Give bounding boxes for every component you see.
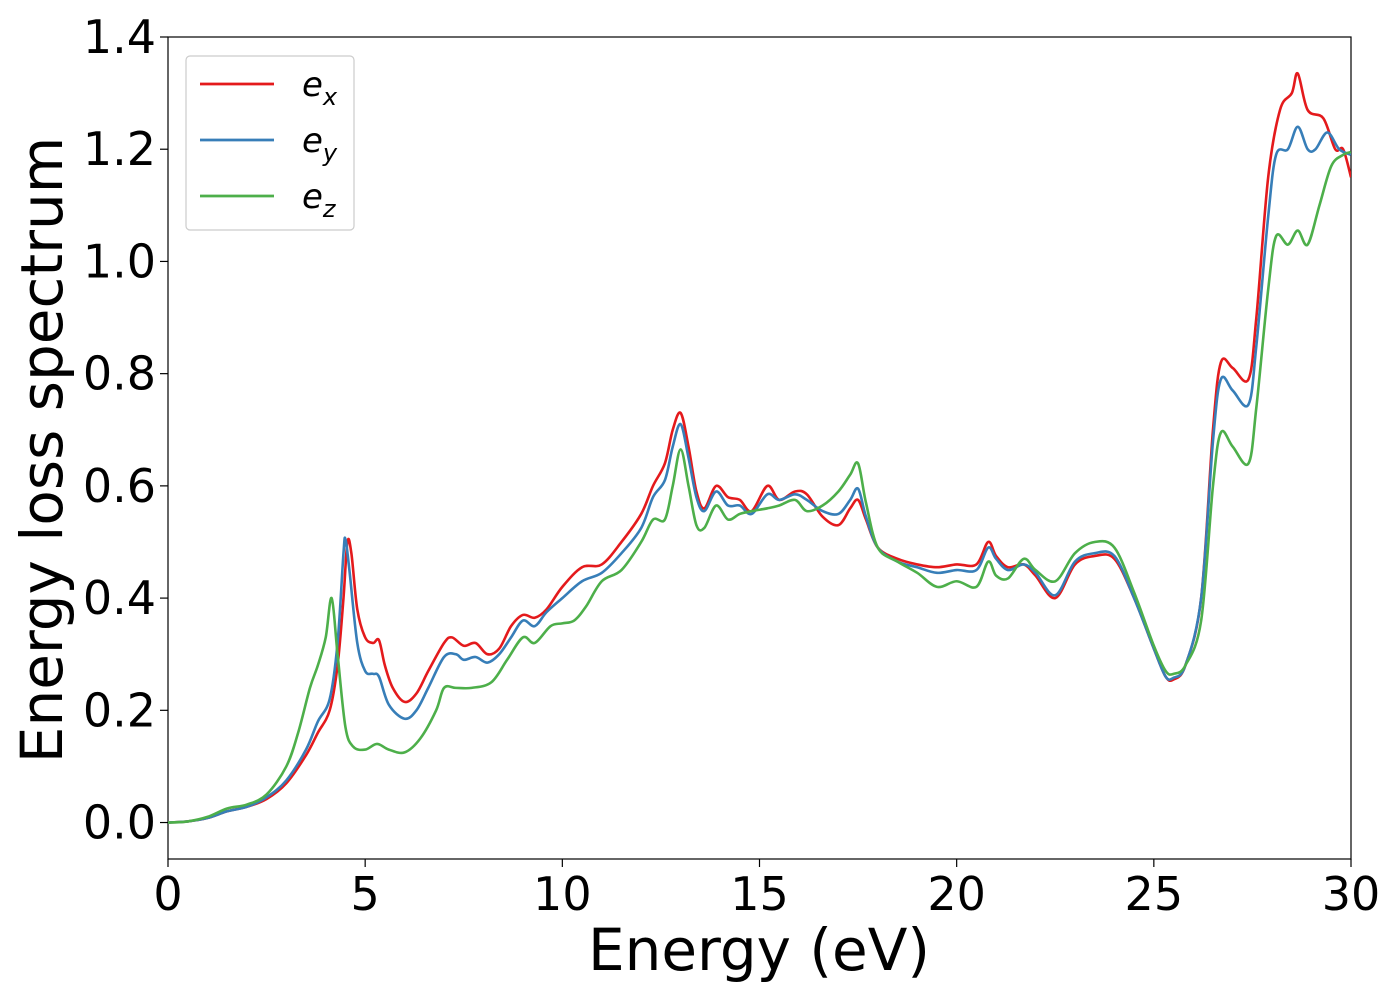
y-tick-label: 1.2	[83, 122, 156, 176]
y-axis-ticks: 0.0 0.2 0.4 0.6 0.8 1.0 1.2 1.4	[83, 10, 168, 850]
y-tick-label: 0.4	[83, 571, 156, 625]
x-tick-label: 5	[351, 867, 380, 921]
legend-label-y: ey	[302, 121, 338, 167]
y-tick-label: 1.0	[83, 234, 156, 288]
x-tick-label: 25	[1125, 867, 1184, 921]
x-axis-label: Energy (eV)	[588, 916, 930, 984]
y-tick-label: 0.2	[83, 683, 156, 737]
x-tick-label: 10	[533, 867, 592, 921]
x-tick-label: 0	[153, 867, 182, 921]
x-axis-ticks: 0 5 10 15 20 25 30	[153, 859, 1380, 921]
x-tick-label: 20	[927, 867, 986, 921]
plot-frame	[167, 36, 1352, 860]
y-tick-label: 1.4	[83, 10, 156, 64]
y-axis-label: Energy loss spectrum	[8, 137, 76, 763]
legend-box	[185, 55, 355, 231]
series-line-z	[168, 150, 1351, 824]
x-tick-label: 30	[1322, 867, 1381, 921]
series-line-y	[168, 125, 1351, 824]
series-layer	[168, 71, 1351, 824]
y-tick-label: 0.6	[83, 459, 156, 513]
y-tick-label: 0.8	[83, 347, 156, 401]
x-tick-label: 15	[730, 867, 789, 921]
y-tick-label: 0.0	[83, 796, 156, 850]
